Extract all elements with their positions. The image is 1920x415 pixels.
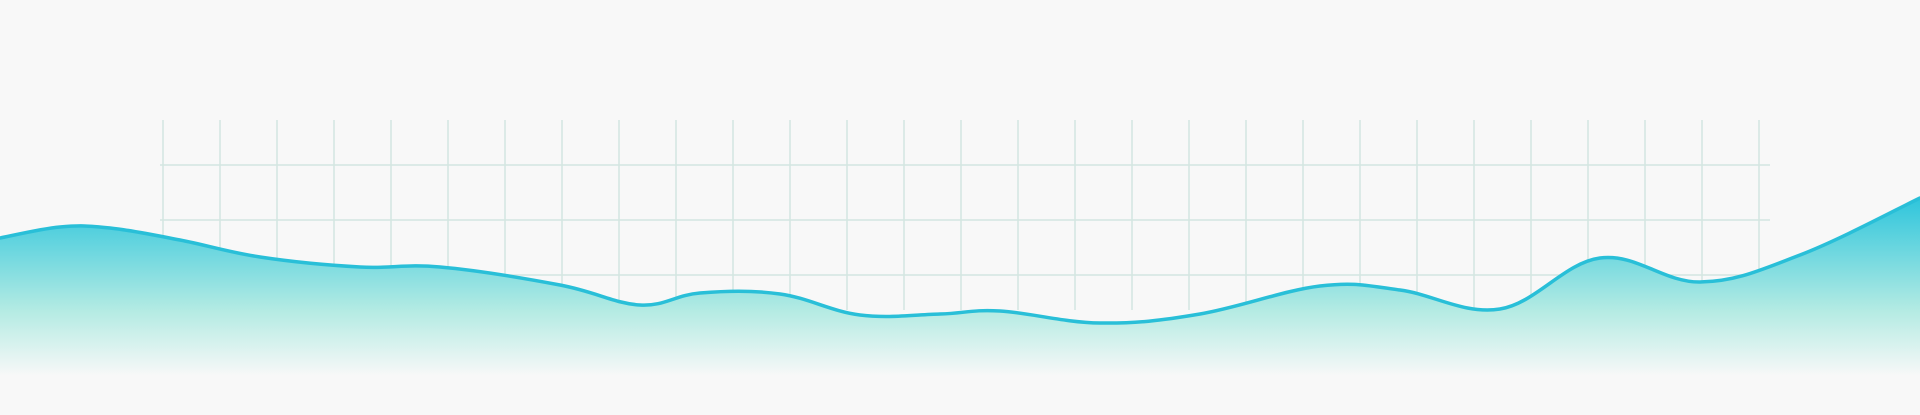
series-area [0,198,1920,415]
grid [160,120,1770,310]
series-line [0,196,1920,325]
